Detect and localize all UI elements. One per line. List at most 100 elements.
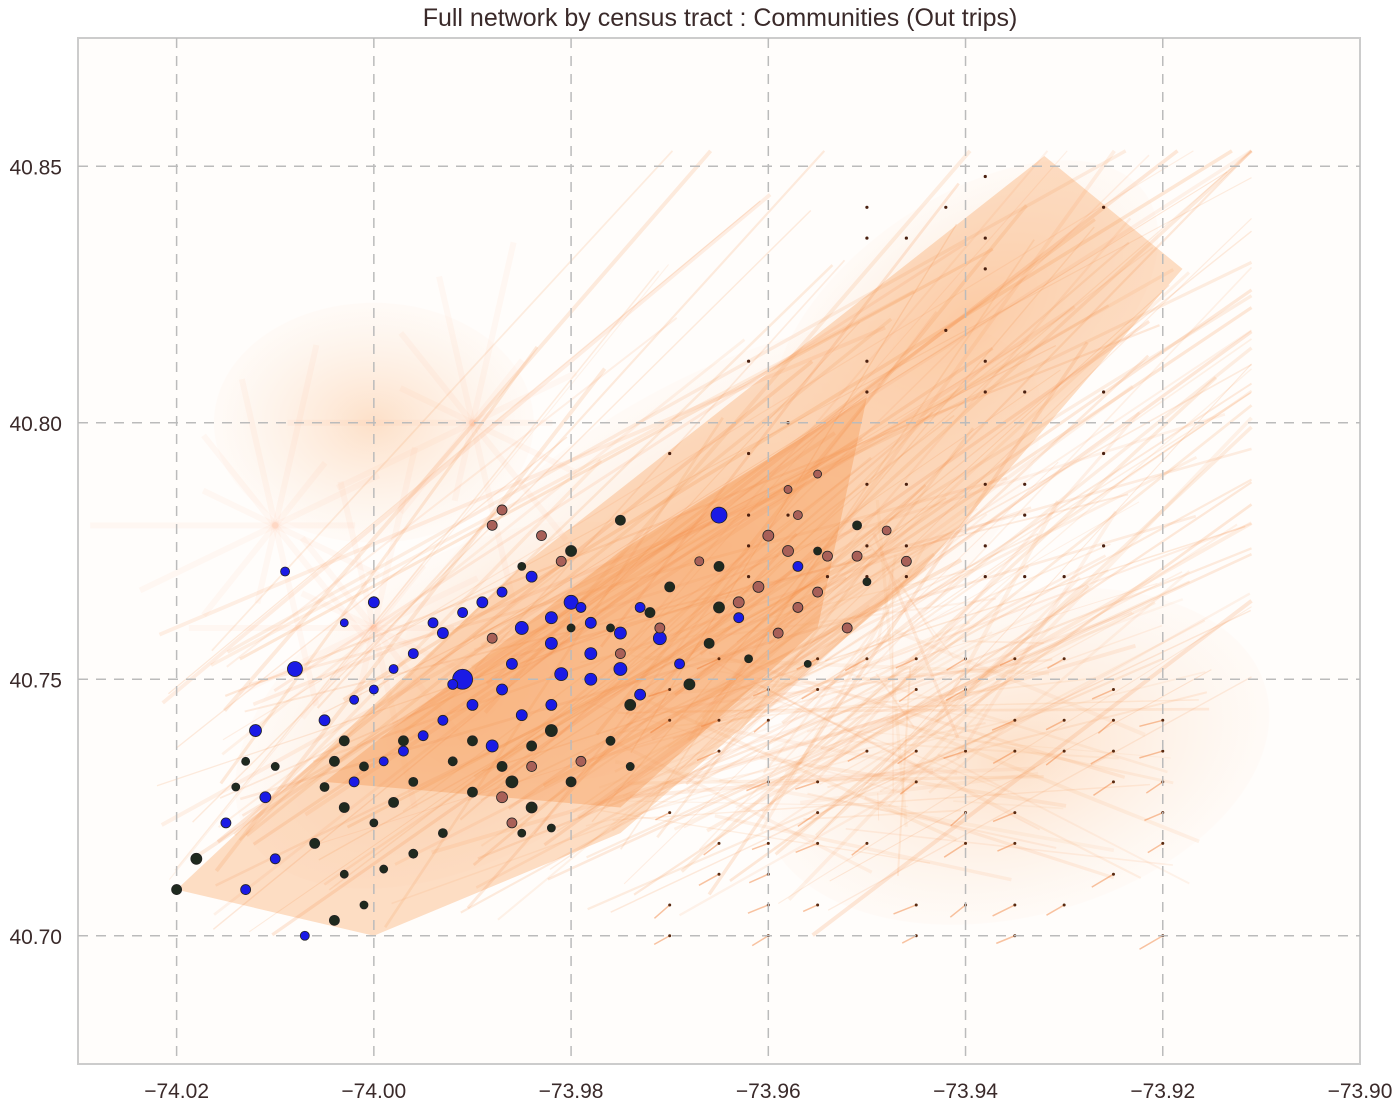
spoke-line (370, 446, 418, 629)
trip-edge (472, 484, 927, 867)
trip-edge (751, 935, 769, 947)
tract-point-small (668, 811, 672, 815)
spoke-line (138, 522, 277, 594)
trip-edge (762, 609, 891, 774)
tract-point-small (964, 841, 968, 845)
community-point-brown (783, 485, 793, 494)
trip-edge (811, 363, 1252, 843)
community-point-brown (654, 622, 666, 634)
community-point-dark (231, 782, 241, 792)
community-point-dark (359, 761, 369, 772)
tract-point-small (983, 482, 987, 486)
tract-point-small (1161, 749, 1165, 753)
tract-point-small (904, 575, 908, 579)
community-point-blue (398, 745, 409, 757)
tract-point-small (816, 688, 820, 692)
community-point-brown (792, 510, 803, 520)
spoke-line (201, 487, 277, 529)
trip-edge (627, 775, 1044, 785)
trip-edge (1045, 750, 1065, 766)
trip-edge (774, 584, 1090, 856)
tract-point-small (983, 359, 987, 363)
trip-edge (1097, 719, 1114, 734)
trip-edge (746, 781, 769, 792)
trip-edge (715, 662, 1041, 831)
trip-edge (962, 640, 1044, 645)
community-point-blue (417, 730, 429, 742)
tract-point-small (717, 718, 721, 722)
tract-point-small (1062, 903, 1066, 907)
community-point-blue (710, 506, 728, 524)
tract-point-small (668, 451, 672, 456)
trip-edge (474, 259, 846, 670)
tract-point-small (1062, 718, 1066, 722)
tract-point-small (1102, 544, 1106, 548)
spoke-line (237, 625, 376, 696)
trip-edge (168, 200, 761, 695)
trip-edge (706, 521, 1253, 833)
trip-edge (996, 935, 1016, 945)
spoke-line (469, 241, 517, 424)
community-point-blue (447, 678, 459, 690)
trip-edge (698, 266, 1253, 851)
trip-edge (161, 193, 772, 705)
trip-edge (610, 609, 1252, 913)
spoke-line (299, 536, 377, 630)
trip-edge (802, 904, 818, 913)
community-point-dark (309, 838, 321, 849)
community-point-dark (546, 823, 556, 833)
x-tick-label: −74.02 (144, 1080, 209, 1103)
tract-point-small (1023, 575, 1027, 579)
trip-edge (322, 344, 1057, 714)
tract-point-small (746, 575, 751, 579)
community-point-blue (575, 602, 587, 613)
trip-edge (877, 792, 880, 821)
community-point-dark (369, 818, 379, 828)
tract-point-small (865, 390, 869, 394)
community-point-brown (752, 581, 765, 593)
trip-edge (992, 904, 1016, 917)
tract-point-small (746, 451, 751, 456)
trip-edge (215, 576, 847, 887)
community-point-brown (812, 586, 824, 598)
community-point-blue (563, 594, 579, 610)
tract-point-small (1023, 390, 1027, 394)
community-point-brown (496, 504, 508, 516)
trip-edge (238, 264, 834, 842)
community-point-blue (299, 930, 310, 941)
community-point-blue (554, 667, 569, 682)
trip-edge (803, 809, 962, 821)
haze-patch (760, 587, 1270, 925)
tract-point-small (983, 575, 987, 579)
trip-edge (494, 456, 872, 765)
trip-edge (960, 598, 1184, 682)
trip-edge (845, 671, 1168, 774)
spoke-line (471, 420, 578, 476)
spoke-line (399, 385, 474, 426)
community-point-brown (772, 627, 784, 639)
tract-point-small (668, 718, 672, 722)
community-point-blue (613, 626, 627, 640)
community-point-dark (388, 796, 399, 808)
community-point-blue (792, 560, 804, 572)
spoke-line (469, 422, 517, 604)
edge-core (324, 397, 867, 808)
trip-edge (195, 431, 836, 859)
trip-edge (680, 376, 1218, 873)
trip-edge (795, 842, 818, 854)
trip-edge (576, 552, 936, 819)
trip-edge (248, 476, 1008, 686)
trip-edge (391, 625, 1163, 905)
trip-edge (226, 317, 678, 668)
trip-edge (712, 597, 996, 638)
spoke-line (371, 626, 470, 748)
trip-edge (226, 149, 1127, 654)
trip-edge (613, 800, 908, 808)
trip-edge (829, 669, 1212, 882)
trip-edge (598, 674, 921, 789)
tract-point-small (865, 749, 869, 753)
trip-edge (631, 654, 1017, 726)
tract-point-small (914, 688, 918, 692)
tick-labels: −74.02 −74.00 −73.98 −73.96 −73.94 −73.92 −73.… (9, 156, 1392, 1103)
trip-edge (778, 606, 1252, 904)
